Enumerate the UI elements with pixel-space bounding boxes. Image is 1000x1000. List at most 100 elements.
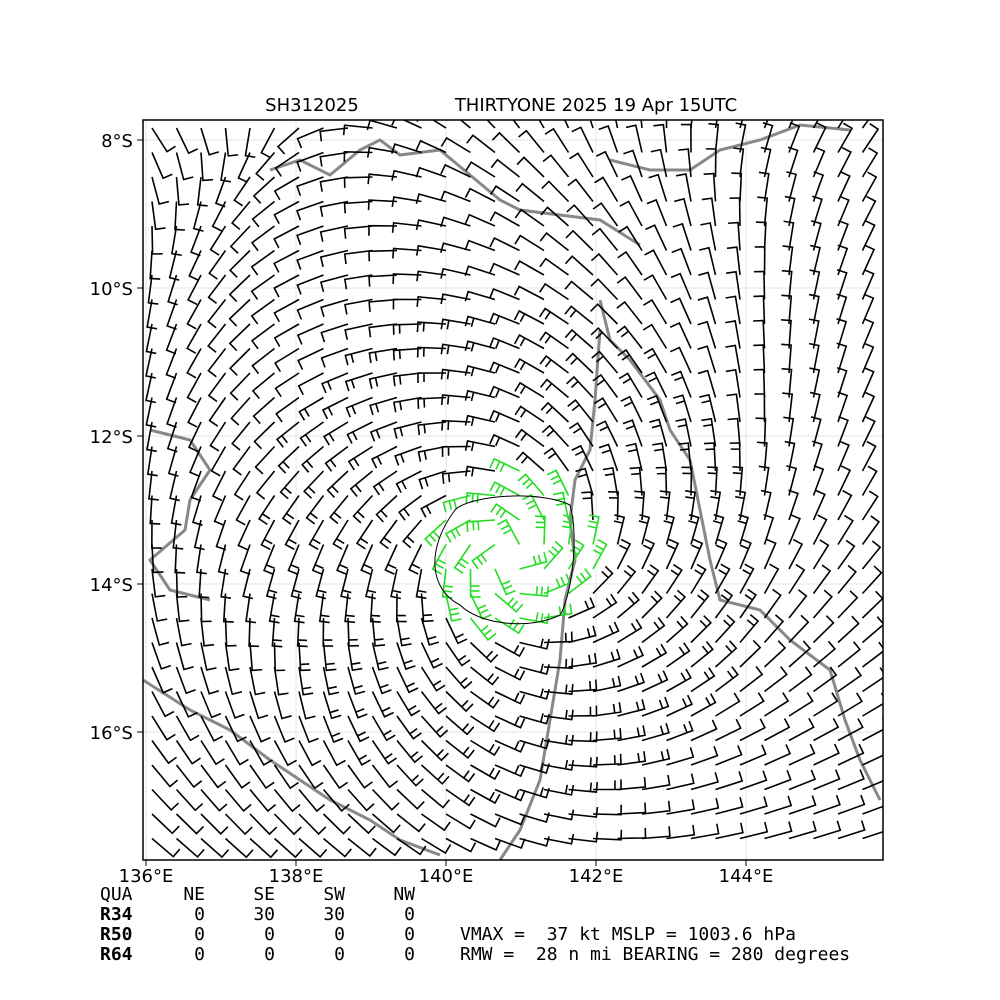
wind-barb bbox=[276, 127, 300, 155]
wind-barb bbox=[366, 146, 398, 158]
wind-barb bbox=[715, 692, 741, 717]
wind-barb bbox=[812, 146, 826, 178]
wind-barb bbox=[568, 421, 594, 447]
wind-barb bbox=[471, 543, 496, 570]
wind-barb bbox=[170, 495, 182, 526]
wind-barb bbox=[214, 176, 227, 208]
wind-barb bbox=[568, 679, 598, 693]
wind-barb bbox=[782, 245, 794, 276]
wind-barb bbox=[379, 519, 398, 550]
wind-barb bbox=[273, 200, 300, 225]
wind-barb bbox=[837, 718, 864, 742]
wind-barb bbox=[470, 837, 501, 851]
wind-barb bbox=[653, 123, 668, 153]
wind-barb bbox=[837, 171, 851, 202]
wind-barb bbox=[705, 148, 717, 178]
wind-barb bbox=[415, 193, 447, 204]
wind-barb bbox=[539, 232, 569, 252]
wind-barb bbox=[375, 494, 398, 523]
wind-barb bbox=[726, 393, 741, 423]
wind-barb bbox=[732, 465, 744, 496]
wind-barb bbox=[273, 249, 300, 273]
wind-barb bbox=[678, 442, 692, 472]
wind-barb bbox=[665, 589, 687, 619]
wind-barb bbox=[175, 152, 194, 181]
wind-barb bbox=[151, 544, 164, 574]
wind-barb bbox=[415, 139, 447, 154]
wind-barb bbox=[395, 593, 407, 623]
wind-barb bbox=[190, 225, 202, 257]
wind-barb bbox=[788, 718, 815, 742]
wind-barb bbox=[416, 295, 447, 307]
wind-barb bbox=[543, 709, 574, 721]
wind-barb bbox=[207, 274, 227, 304]
wind-barb bbox=[175, 617, 192, 647]
wind-barb bbox=[697, 345, 717, 374]
wind-barb bbox=[808, 342, 820, 374]
wind-barb bbox=[166, 299, 178, 330]
wind-barb bbox=[489, 385, 520, 399]
wind-barb bbox=[837, 489, 853, 521]
wind-barb bbox=[371, 715, 396, 742]
wind-barb bbox=[228, 298, 251, 327]
wind-barb bbox=[542, 154, 570, 178]
wind-barb bbox=[193, 519, 205, 551]
wind-barb bbox=[322, 642, 337, 672]
wind-barb bbox=[249, 642, 263, 672]
wind-barb bbox=[440, 394, 471, 405]
wind-barb bbox=[347, 642, 363, 672]
wind-barb bbox=[211, 201, 227, 232]
wind-barb bbox=[812, 615, 835, 644]
wind-barb bbox=[592, 593, 618, 619]
wind-barb bbox=[311, 544, 325, 575]
wind-barb bbox=[714, 538, 728, 570]
wind-barb bbox=[305, 495, 325, 525]
wind-barb bbox=[613, 514, 626, 545]
wind-barb bbox=[415, 568, 427, 600]
wind-barb bbox=[813, 692, 839, 717]
wind-barb bbox=[165, 372, 178, 404]
wind-barb bbox=[641, 617, 666, 644]
wind-barb bbox=[186, 348, 202, 379]
wind-barb bbox=[739, 770, 768, 791]
wind-barb bbox=[322, 788, 350, 812]
wind-barb bbox=[466, 134, 496, 154]
wind-barb bbox=[837, 564, 857, 595]
wind-barb bbox=[539, 331, 569, 350]
wind-barb bbox=[416, 270, 447, 282]
wind-barb bbox=[273, 274, 300, 298]
wind-barb bbox=[347, 740, 371, 766]
wind-barb bbox=[655, 466, 668, 496]
wind-barb bbox=[440, 343, 471, 355]
lon-label: 136°E bbox=[119, 866, 174, 887]
wind-barb bbox=[440, 163, 471, 178]
wind-barb bbox=[645, 224, 668, 251]
wind-barb bbox=[762, 122, 774, 153]
wind-barb bbox=[396, 642, 416, 671]
wind-barb bbox=[714, 588, 734, 619]
wind-barb bbox=[415, 166, 447, 178]
wind-barb bbox=[568, 806, 599, 818]
wind-barb bbox=[420, 494, 447, 518]
wind-barb bbox=[486, 120, 496, 129]
wind-barb bbox=[494, 617, 525, 635]
wind-barb bbox=[200, 152, 214, 182]
wind-barb bbox=[298, 666, 314, 696]
wind-barb bbox=[618, 225, 643, 251]
wind-barb bbox=[372, 470, 398, 496]
table-cell: 0 bbox=[404, 944, 415, 965]
wind-barb bbox=[466, 519, 496, 532]
wind-barb bbox=[445, 764, 476, 783]
wind-barb bbox=[725, 319, 741, 349]
wind-barb bbox=[592, 829, 623, 841]
wind-barb bbox=[165, 348, 178, 379]
wind-barb bbox=[200, 691, 222, 719]
wind-barb bbox=[297, 347, 324, 370]
wind-barb bbox=[753, 319, 766, 349]
table-cell: 0 bbox=[264, 944, 275, 965]
wind-barb bbox=[666, 747, 695, 766]
wind-barb bbox=[663, 514, 675, 545]
wind-barb bbox=[543, 759, 575, 771]
wind-barb bbox=[539, 257, 569, 276]
